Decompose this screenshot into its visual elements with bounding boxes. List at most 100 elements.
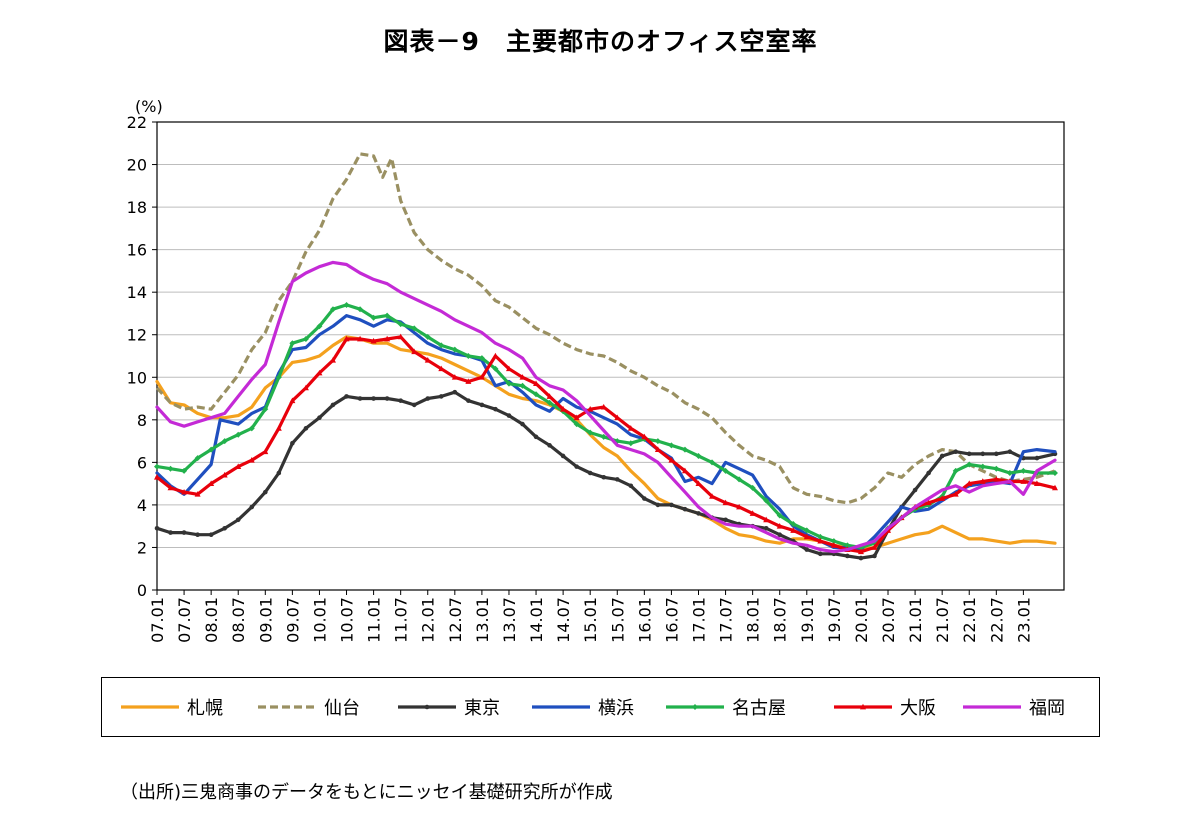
- data-point: [709, 459, 716, 466]
- data-point: [1051, 470, 1058, 476]
- x-tick-label: 11.01: [365, 597, 384, 643]
- x-tick-label: 15.07: [608, 597, 627, 643]
- data-point: [262, 448, 269, 455]
- data-point: [1051, 484, 1058, 491]
- data-point: [763, 497, 770, 504]
- data-point: [1020, 467, 1027, 474]
- data-point: [642, 496, 647, 501]
- data-point: [952, 467, 959, 474]
- data-point: [371, 396, 376, 401]
- data-point: [573, 421, 580, 428]
- data-point: [952, 491, 959, 497]
- data-point: [451, 346, 458, 353]
- data-point: [329, 306, 336, 313]
- data-point: [994, 451, 999, 457]
- data-point: [302, 335, 309, 342]
- y-axis-unit: (%): [135, 97, 163, 116]
- x-tick-label: 22.07: [987, 597, 1006, 643]
- data-point: [248, 457, 255, 463]
- data-point: [681, 446, 688, 453]
- data-point: [478, 355, 485, 362]
- data-point: [533, 380, 540, 387]
- legend-item-7: 福岡: [963, 698, 1065, 719]
- data-point: [804, 547, 810, 552]
- x-tick-label: 19.07: [825, 597, 844, 643]
- data-point: [195, 532, 200, 537]
- x-tick-label: 17.07: [717, 597, 736, 643]
- data-point: [343, 335, 350, 342]
- y-tick-label: 8: [137, 411, 147, 430]
- data-point: [817, 533, 824, 540]
- data-point: [803, 527, 810, 534]
- series-5: [154, 301, 1058, 551]
- data-point: [465, 353, 472, 359]
- y-tick-label: 16: [127, 241, 147, 260]
- data-point: [492, 352, 499, 359]
- gridlines: [157, 164, 1064, 548]
- data-point: [194, 491, 201, 497]
- data-point: [668, 442, 675, 449]
- y-axis: 0 2 4 6 8 10 12 14 16 18 20 22(%): [127, 97, 163, 600]
- data-point: [478, 374, 485, 380]
- data-point: [641, 433, 648, 440]
- data-point: [776, 512, 783, 519]
- data-point: [344, 394, 349, 399]
- data-point: [262, 406, 269, 413]
- data-point: [614, 414, 621, 421]
- data-point: [289, 340, 296, 347]
- legend-label: 東京: [464, 698, 500, 719]
- data-point: [695, 480, 702, 487]
- y-tick-label: 14: [127, 283, 147, 302]
- data-point: [465, 378, 472, 384]
- data-point: [221, 471, 228, 478]
- data-point: [560, 453, 566, 459]
- data-point: [275, 425, 282, 431]
- data-point: [302, 384, 309, 391]
- data-point: [154, 474, 160, 480]
- data-point: [871, 544, 878, 550]
- data-point: [1033, 480, 1040, 487]
- data-point: [303, 426, 309, 431]
- data-point: [208, 480, 215, 487]
- data-point: [466, 398, 471, 403]
- data-point: [424, 333, 431, 340]
- data-point: [357, 306, 364, 313]
- data-point: [681, 467, 688, 474]
- y-tick-label: 4: [137, 496, 147, 515]
- data-point: [817, 537, 824, 544]
- plot-area: [156, 121, 1065, 591]
- data-point: [925, 499, 932, 506]
- data-point: [276, 470, 282, 476]
- x-tick-label: 16.01: [635, 597, 654, 643]
- data-point: [749, 484, 756, 491]
- data-point: [222, 526, 227, 531]
- legend-label: 仙台: [324, 698, 360, 719]
- data-point: [966, 461, 973, 468]
- data-point: [221, 438, 228, 445]
- data-point: [506, 413, 512, 418]
- legend-frame: [101, 677, 1100, 737]
- x-tick-label: 14.07: [554, 597, 573, 643]
- x-tick-label: 13.07: [500, 597, 519, 643]
- y-tick-label: 2: [137, 538, 147, 557]
- y-tick-label: 20: [127, 156, 147, 175]
- data-point: [614, 477, 620, 482]
- legend-item-3: 東京: [398, 698, 500, 719]
- data-point: [316, 323, 323, 330]
- data-point: [803, 533, 810, 540]
- data-point: [1006, 470, 1013, 476]
- data-point: [1034, 455, 1040, 461]
- legend-item-2: 仙台: [258, 698, 360, 719]
- data-point: [627, 425, 634, 431]
- data-point: [776, 522, 783, 529]
- data-point: [763, 526, 769, 531]
- data-point: [425, 396, 431, 401]
- data-point: [398, 398, 403, 403]
- data-point: [587, 405, 594, 412]
- data-point: [574, 464, 579, 469]
- data-point: [519, 382, 526, 389]
- legend-marker: [860, 703, 866, 710]
- x-tick-label: 08.07: [229, 597, 248, 643]
- data-point: [479, 402, 485, 408]
